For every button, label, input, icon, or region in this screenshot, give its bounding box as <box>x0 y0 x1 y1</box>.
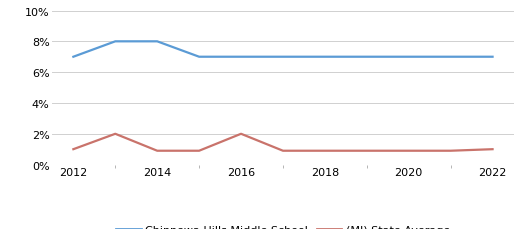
Legend: Chippewa Hills Middle School, (MI) State Average: Chippewa Hills Middle School, (MI) State… <box>112 220 454 229</box>
